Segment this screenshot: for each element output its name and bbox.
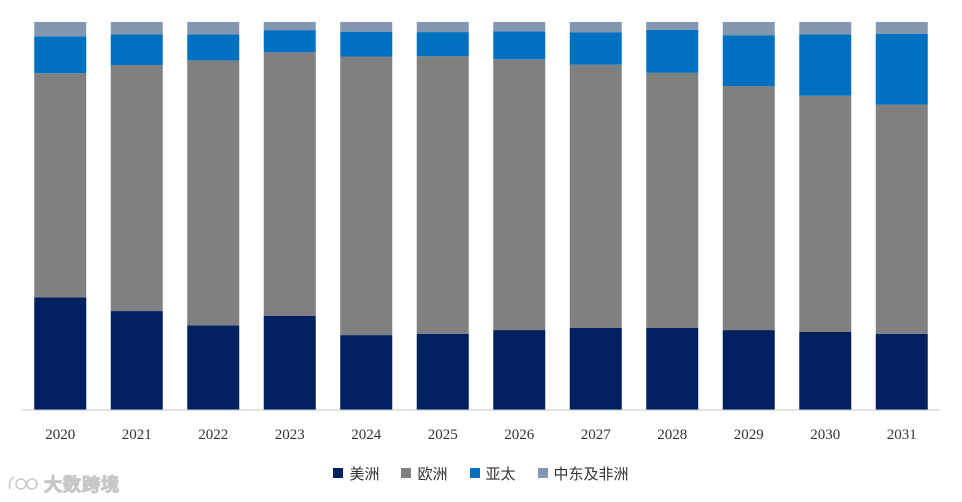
bar-segment-2024-s2 (340, 31, 393, 57)
bar-segment-2022-s3 (187, 22, 240, 35)
bar-segment-2030-s0 (799, 332, 852, 410)
legend-item-0: 美洲 (333, 463, 379, 484)
bar-segment-2029-s3 (722, 22, 775, 36)
bar-segment-2020-s2 (34, 36, 87, 74)
bar-segment-2025-s3 (416, 22, 469, 33)
legend-label-2: 亚太 (485, 464, 516, 483)
x-tick-labels: 2020 2021 2022 2023 2024 2025 2026 2027 2028 2029… (45, 427, 917, 443)
bar-segment-2025-s2 (416, 32, 469, 57)
legend-swatch-1 (401, 468, 412, 478)
bar-segment-2022-s0 (187, 325, 240, 410)
bar-segment-2025-s0 (416, 333, 469, 410)
x-tick-label-2028: 2028 (657, 427, 687, 443)
bar-segment-2023-s3 (263, 22, 316, 31)
watermark: 大数跨境 (6, 470, 120, 498)
bar-segment-2021-s0 (110, 311, 163, 410)
chart-legend: 美洲 欧洲 亚太 中东及非洲 (0, 460, 962, 486)
bar-segment-2026-s1 (493, 59, 546, 331)
bar-segment-2023-s2 (263, 30, 316, 53)
bar-segment-2020-s1 (34, 73, 87, 298)
bar-segment-2027-s2 (569, 32, 622, 65)
brand-logo-icon (8, 476, 38, 490)
x-tick-label-2024: 2024 (351, 427, 382, 443)
bar-segment-2025-s1 (416, 56, 469, 334)
bar-segment-2031-s0 (875, 333, 928, 410)
bar-segment-2021-s1 (110, 65, 163, 312)
legend-swatch-0 (333, 468, 344, 478)
legend-label-0: 美洲 (349, 464, 380, 483)
legend-swatch-2 (469, 468, 480, 478)
x-tick-label-2023: 2023 (275, 427, 305, 443)
bar-segment-2027-s3 (569, 22, 622, 33)
bar-segment-2024-s3 (340, 22, 393, 32)
x-tick-label-2027: 2027 (581, 427, 612, 443)
bar-segment-2030-s3 (799, 22, 852, 35)
bar-segment-2021-s3 (110, 22, 163, 35)
x-tick-label-2025: 2025 (428, 427, 458, 443)
bar-segment-2027-s1 (569, 64, 622, 328)
bar-segment-2020-s3 (34, 22, 87, 37)
bar-segment-2022-s1 (187, 60, 240, 326)
bar-segment-2024-s1 (340, 56, 393, 336)
bar-segment-2029-s1 (722, 86, 775, 331)
bar-segment-2031-s3 (875, 22, 928, 35)
bar-segment-2022-s2 (187, 34, 240, 61)
bar-segment-2026-s0 (493, 330, 546, 410)
x-tick-label-2031: 2031 (887, 427, 917, 443)
bar-segment-2030-s2 (799, 34, 852, 96)
bar-segment-2031-s2 (875, 34, 928, 105)
legend-label-3: 中东及非洲 (553, 464, 629, 483)
bar-segment-2026-s2 (493, 31, 546, 60)
bar-segment-2023-s0 (263, 315, 316, 410)
bar-segment-2023-s1 (263, 52, 316, 316)
legend-item-2: 亚太 (469, 463, 516, 484)
bar-segment-2028-s3 (646, 22, 699, 30)
watermark-text: 大数跨境 (44, 475, 120, 497)
chart-plot: 2020 2021 2022 2023 2024 2025 2026 2027 2028 2029… (22, 22, 940, 443)
bar-group (34, 22, 928, 410)
bar-segment-2030-s1 (799, 95, 852, 333)
x-tick-label-2020: 2020 (45, 427, 75, 443)
bar-segment-2028-s2 (646, 29, 699, 73)
bar-segment-2029-s2 (722, 35, 775, 87)
bar-segment-2024-s0 (340, 335, 393, 410)
legend-item-3: 中东及非洲 (537, 463, 629, 484)
bar-segment-2031-s1 (875, 104, 928, 334)
x-tick-label-2030: 2030 (810, 427, 840, 443)
bar-segment-2028-s1 (646, 72, 699, 328)
legend-item-1: 欧洲 (401, 463, 448, 484)
legend-swatch-3 (537, 468, 548, 478)
bar-segment-2028-s0 (646, 327, 699, 410)
bar-segment-2029-s0 (722, 330, 775, 410)
bar-segment-2027-s0 (569, 327, 622, 410)
bar-segment-2021-s2 (110, 34, 163, 66)
bar-segment-2020-s0 (34, 297, 87, 410)
legend-label-1: 欧洲 (417, 464, 448, 483)
x-tick-label-2029: 2029 (734, 427, 764, 443)
bar-segment-2026-s3 (493, 22, 546, 32)
x-tick-label-2021: 2021 (122, 427, 152, 443)
x-tick-label-2026: 2026 (504, 427, 535, 443)
x-tick-label-2022: 2022 (198, 427, 228, 443)
